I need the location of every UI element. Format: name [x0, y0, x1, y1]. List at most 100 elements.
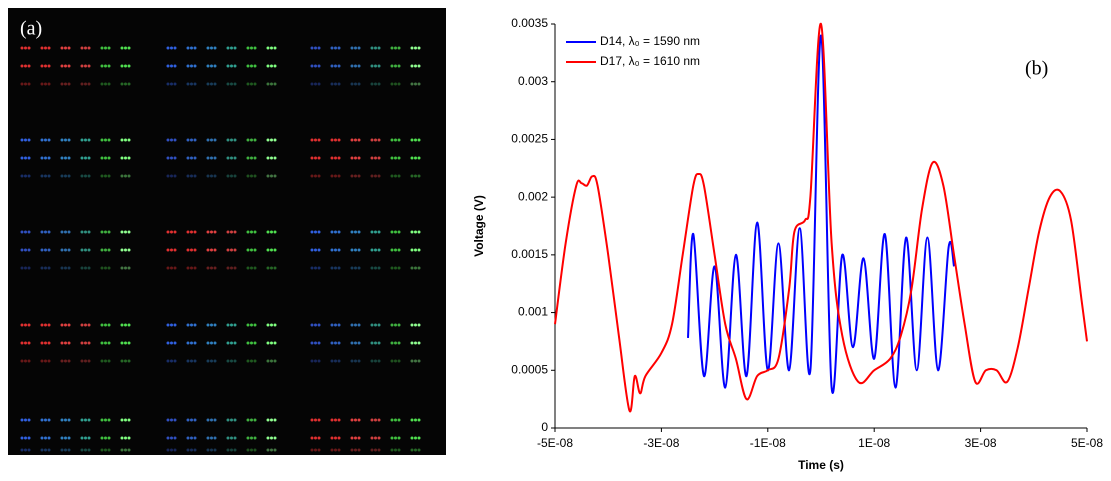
dot	[374, 359, 377, 363]
dot	[84, 46, 87, 50]
dot	[206, 82, 210, 86]
dot	[250, 341, 253, 345]
dot	[190, 248, 193, 252]
dot	[190, 359, 193, 363]
dot	[370, 359, 374, 363]
dot	[67, 230, 71, 234]
dot	[80, 138, 84, 142]
dot	[390, 436, 394, 440]
dot	[397, 359, 401, 363]
dot	[414, 341, 417, 345]
dot	[350, 248, 354, 252]
dot	[87, 248, 91, 252]
dot	[47, 82, 51, 86]
dot	[357, 266, 361, 270]
dot	[120, 46, 124, 50]
dot	[354, 174, 357, 178]
dot	[67, 323, 71, 327]
dot	[350, 341, 354, 345]
dot	[233, 418, 237, 422]
dot	[350, 230, 354, 234]
dot	[334, 341, 337, 345]
dot	[270, 64, 273, 68]
dot	[253, 418, 257, 422]
dot	[317, 230, 321, 234]
dot	[120, 138, 124, 142]
dot	[24, 174, 27, 178]
dot	[210, 138, 213, 142]
dot	[397, 156, 401, 160]
dot	[350, 138, 354, 142]
dot	[104, 64, 107, 68]
dot	[80, 418, 84, 422]
dot	[350, 448, 354, 452]
dot	[124, 138, 127, 142]
dot	[246, 448, 250, 452]
dot	[270, 156, 273, 160]
dot	[60, 138, 64, 142]
dot	[357, 359, 361, 363]
dot	[190, 418, 193, 422]
dot	[186, 436, 190, 440]
dot	[253, 341, 257, 345]
dot	[226, 174, 230, 178]
dot	[80, 248, 84, 252]
dot	[394, 341, 397, 345]
dot	[124, 341, 127, 345]
dot	[354, 266, 357, 270]
dot	[230, 64, 233, 68]
dot	[210, 341, 213, 345]
dot	[40, 174, 44, 178]
dot	[330, 156, 334, 160]
dot	[357, 248, 361, 252]
dot	[374, 248, 377, 252]
dot	[377, 248, 381, 252]
dot	[266, 448, 270, 452]
dot	[64, 174, 67, 178]
dot	[20, 323, 24, 327]
dot	[410, 174, 414, 178]
dot	[246, 359, 250, 363]
dot	[127, 266, 131, 270]
dot	[166, 323, 170, 327]
dot	[370, 230, 374, 234]
dot	[233, 341, 237, 345]
dot	[246, 248, 250, 252]
dot	[334, 448, 337, 452]
dot	[27, 418, 31, 422]
dot	[104, 448, 107, 452]
dot	[337, 46, 341, 50]
dot	[310, 341, 314, 345]
dot	[314, 248, 317, 252]
dot	[124, 359, 127, 363]
dot	[27, 46, 31, 50]
dot	[127, 156, 131, 160]
dot	[317, 174, 321, 178]
dot	[377, 448, 381, 452]
dot	[357, 341, 361, 345]
dot	[186, 418, 190, 422]
dot	[210, 266, 213, 270]
dot	[246, 156, 250, 160]
dot	[414, 418, 417, 422]
dot	[24, 138, 27, 142]
dot	[67, 156, 71, 160]
dot	[67, 436, 71, 440]
dot	[206, 230, 210, 234]
dot	[270, 138, 273, 142]
dot	[80, 64, 84, 68]
dot	[270, 266, 273, 270]
dot	[337, 266, 341, 270]
dot	[314, 323, 317, 327]
dot	[60, 64, 64, 68]
dot	[40, 230, 44, 234]
dot	[44, 341, 47, 345]
dot	[270, 448, 273, 452]
dot	[166, 341, 170, 345]
dot	[314, 46, 317, 50]
dot	[213, 448, 217, 452]
dot	[166, 248, 170, 252]
dot	[350, 174, 354, 178]
dot	[24, 156, 27, 160]
dot	[357, 448, 361, 452]
